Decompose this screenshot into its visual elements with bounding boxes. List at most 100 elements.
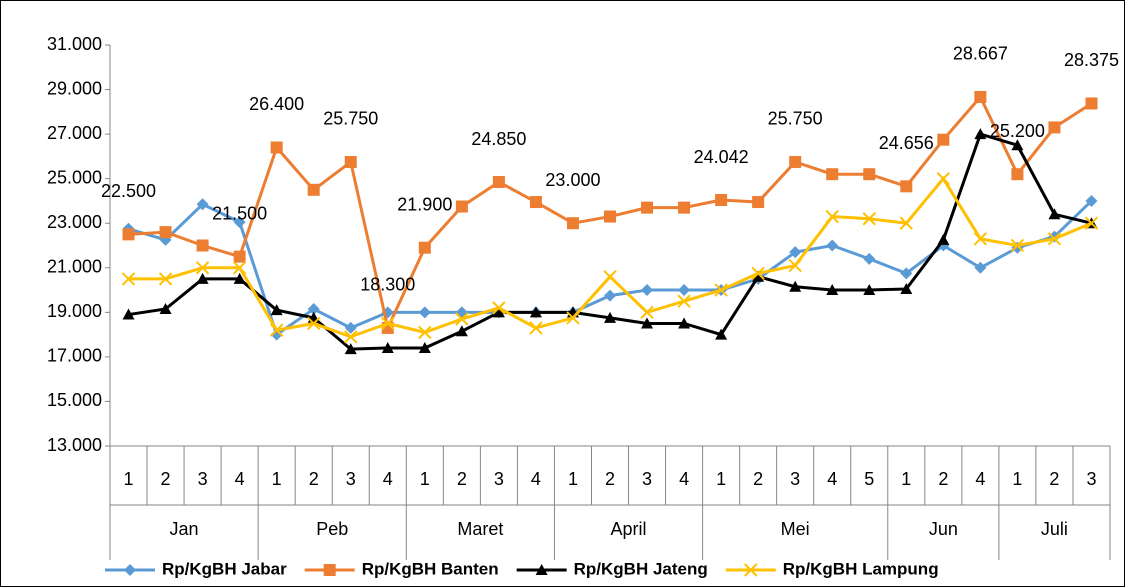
data-label: 24.656 xyxy=(879,133,934,153)
marker xyxy=(344,321,357,334)
marker xyxy=(323,564,336,576)
x-tick-label: 1 xyxy=(1012,469,1022,489)
group-label: Juli xyxy=(1041,519,1068,539)
x-tick-label: 3 xyxy=(1086,469,1096,489)
y-tick-label: 13.000 xyxy=(47,435,102,455)
marker xyxy=(566,217,579,230)
marker xyxy=(529,321,543,335)
marker xyxy=(1085,97,1098,110)
marker xyxy=(233,216,246,229)
marker xyxy=(752,270,765,282)
marker xyxy=(744,563,758,577)
marker xyxy=(603,269,617,284)
marker xyxy=(492,306,505,318)
marker xyxy=(900,282,913,294)
y-tick-label: 29.000 xyxy=(47,78,102,98)
group-label: Jan xyxy=(170,519,199,539)
marker xyxy=(233,250,246,263)
marker xyxy=(492,301,506,315)
marker xyxy=(270,328,283,341)
marker xyxy=(1084,216,1099,230)
marker xyxy=(641,284,654,297)
marker xyxy=(492,176,505,189)
marker xyxy=(715,194,728,207)
x-tick-label: 3 xyxy=(346,469,356,489)
marker xyxy=(1048,121,1061,134)
marker xyxy=(344,343,357,355)
marker xyxy=(196,198,209,211)
data-label: 25.750 xyxy=(768,109,823,129)
marker xyxy=(307,183,320,196)
marker xyxy=(974,261,987,274)
data-label: 24.850 xyxy=(471,129,526,149)
marker xyxy=(124,564,136,576)
marker xyxy=(418,341,431,353)
marker xyxy=(788,258,802,273)
marker xyxy=(826,284,839,296)
marker xyxy=(418,241,431,254)
marker xyxy=(715,328,728,340)
marker xyxy=(678,317,691,329)
marker xyxy=(121,272,136,286)
data-label: 25.750 xyxy=(323,109,378,129)
marker xyxy=(604,210,616,223)
x-tick-label: 4 xyxy=(531,469,541,489)
marker xyxy=(1011,139,1024,151)
marker xyxy=(826,239,839,252)
marker xyxy=(862,212,876,226)
data-label: 28.375 xyxy=(1064,50,1119,70)
marker xyxy=(973,232,988,246)
marker xyxy=(307,302,320,315)
marker xyxy=(714,283,728,297)
x-tick-label: 2 xyxy=(605,469,615,489)
marker xyxy=(863,252,876,265)
marker xyxy=(529,306,542,318)
marker xyxy=(158,272,173,286)
legend-label: Rp/KgBH Jateng xyxy=(574,559,708,578)
group-label: Maret xyxy=(457,519,503,539)
x-tick-label: 2 xyxy=(1049,469,1059,489)
marker xyxy=(678,201,691,214)
marker xyxy=(900,180,913,193)
x-tick-label: 3 xyxy=(642,469,652,489)
group-label: Jun xyxy=(929,519,958,539)
x-tick-label: 2 xyxy=(753,469,763,489)
marker xyxy=(936,171,951,186)
legend-label: Rp/KgBH Lampung xyxy=(783,559,939,578)
marker xyxy=(900,267,913,280)
y-tick-label: 17.000 xyxy=(47,346,102,366)
marker xyxy=(344,330,358,344)
marker xyxy=(232,261,247,275)
x-tick-label: 1 xyxy=(272,469,282,489)
marker xyxy=(863,168,876,181)
marker xyxy=(937,233,950,245)
x-tick-label: 1 xyxy=(901,469,911,489)
marker xyxy=(1011,168,1024,181)
marker xyxy=(269,323,284,337)
marker xyxy=(1010,238,1025,253)
data-label: 21.500 xyxy=(212,203,267,223)
marker xyxy=(566,311,580,325)
x-tick-label: 1 xyxy=(124,469,134,489)
marker xyxy=(122,228,135,241)
x-tick-label: 4 xyxy=(975,469,985,489)
data-label: 23.000 xyxy=(545,170,600,190)
y-tick-label: 15.000 xyxy=(47,390,102,410)
y-tick-label: 31.000 xyxy=(47,34,102,54)
x-tick-label: 1 xyxy=(420,469,430,489)
data-label: 28.667 xyxy=(953,44,1008,64)
marker xyxy=(306,316,321,331)
group-label: Peb xyxy=(316,519,348,539)
legend-label: Rp/KgBH Banten xyxy=(362,559,499,578)
data-label: 25.200 xyxy=(990,121,1045,141)
y-tick-label: 19.000 xyxy=(47,301,102,321)
marker xyxy=(751,266,765,281)
x-tick-label: 4 xyxy=(679,469,689,489)
marker xyxy=(825,209,839,224)
x-tick-label: 1 xyxy=(568,469,578,489)
marker xyxy=(974,128,987,140)
marker xyxy=(233,272,246,284)
marker xyxy=(899,216,914,230)
data-label: 22.500 xyxy=(101,181,156,201)
